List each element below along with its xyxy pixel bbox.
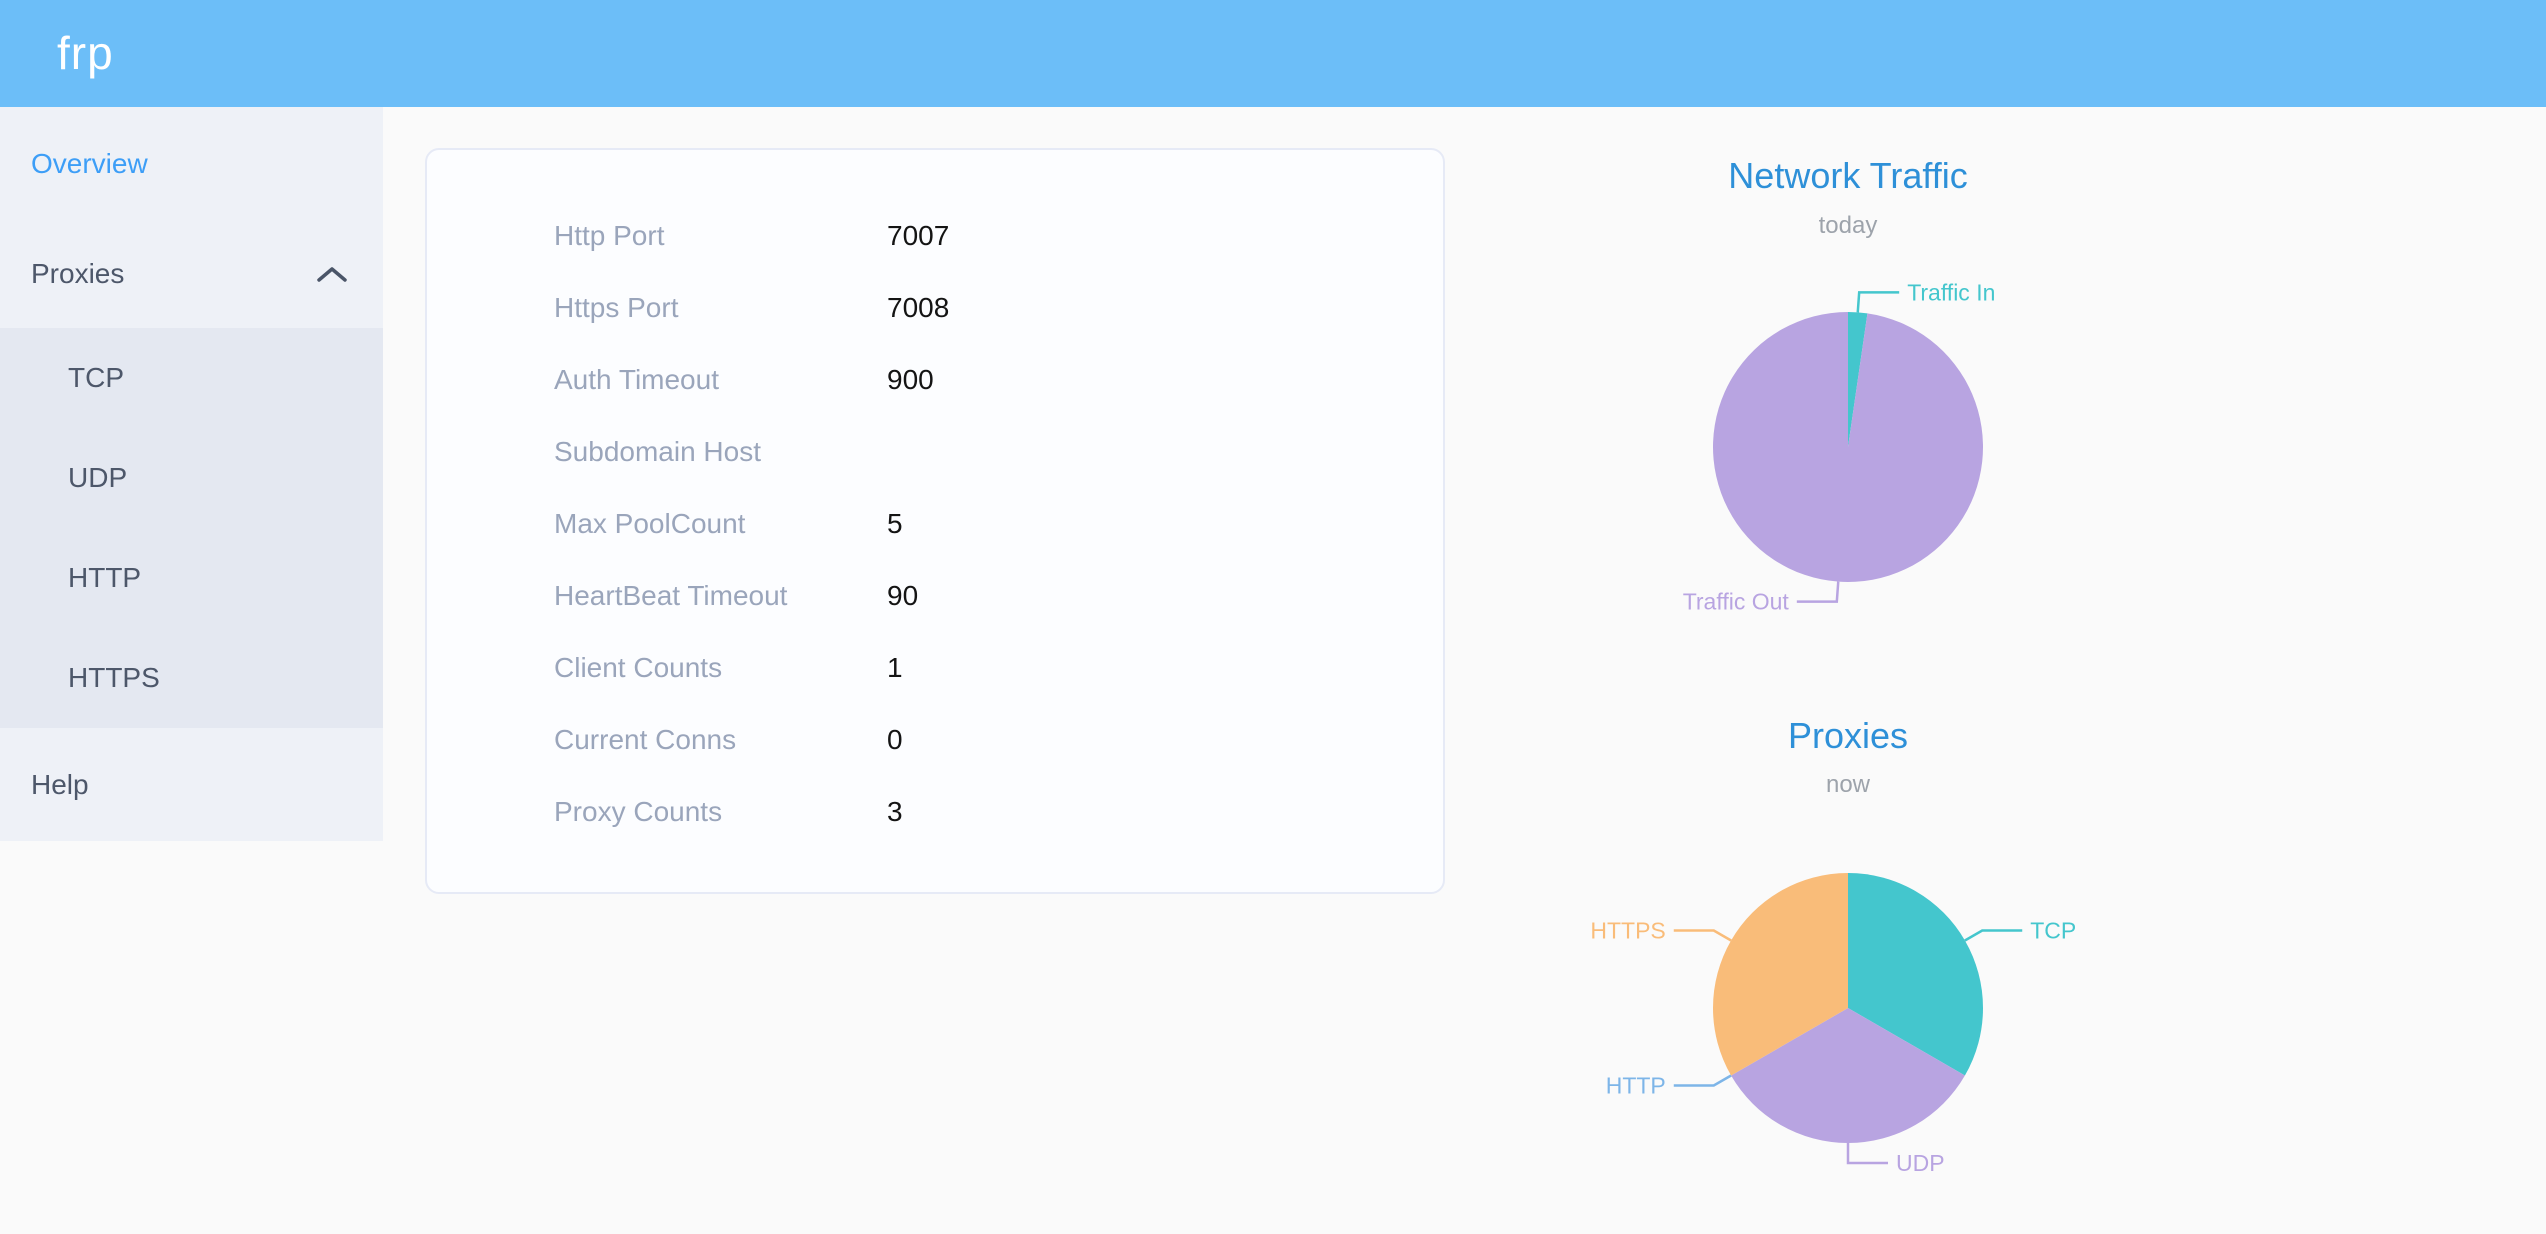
config-row: Client Counts 1 bbox=[427, 632, 1443, 704]
pie-slice-traffic-in[interactable] bbox=[1848, 312, 1868, 447]
sidebar-item-label: Overview bbox=[31, 147, 148, 179]
config-row: Subdomain Host bbox=[427, 416, 1443, 488]
pie-slice-tcp[interactable] bbox=[1848, 873, 1984, 1076]
pie-label-http: HTTP bbox=[1606, 1073, 1666, 1099]
pie-slice-traffic-out[interactable] bbox=[1713, 312, 1983, 582]
pie-slice-https[interactable] bbox=[1712, 873, 1848, 1076]
server-info-card: Http Port 7007 Https Port 7008 Auth Time… bbox=[425, 148, 1445, 894]
sidebar-item-label: Proxies bbox=[31, 258, 125, 289]
config-value: 7007 bbox=[887, 220, 950, 251]
pie-label-line-udp bbox=[1846, 1143, 1888, 1165]
sidebar-item-http[interactable]: HTTP bbox=[0, 528, 383, 628]
config-label: Https Port bbox=[554, 292, 679, 323]
sidebar-item-label: Help bbox=[31, 768, 89, 800]
pie-label-udp: UDP bbox=[1896, 1150, 1945, 1176]
pie-label-traffic-in: Traffic In bbox=[1907, 279, 1995, 305]
config-row: Max PoolCount 5 bbox=[427, 488, 1443, 560]
server-info-rows: Http Port 7007 Https Port 7008 Auth Time… bbox=[427, 200, 1443, 848]
config-label: Proxy Counts bbox=[554, 796, 723, 827]
config-value: 0 bbox=[887, 724, 903, 755]
app-logo: frp bbox=[57, 27, 114, 79]
network-traffic-pie-chart[interactable]: Traffic In Traffic Out bbox=[1458, 250, 2238, 670]
pie-label-line-https bbox=[1673, 929, 1732, 942]
config-row: Auth Timeout 900 bbox=[427, 344, 1443, 416]
pie-label-tcp: TCP bbox=[2030, 918, 2076, 944]
sidebar-item-udp[interactable]: UDP bbox=[0, 428, 383, 528]
config-label: HeartBeat Timeout bbox=[554, 580, 788, 611]
config-value: 3 bbox=[887, 796, 903, 827]
config-row: Https Port 7008 bbox=[427, 272, 1443, 344]
pie-label-traffic-out: Traffic Out bbox=[1683, 589, 1790, 615]
sidebar: Overview Proxies TCP UDP HTTP HTTPS Help bbox=[0, 107, 383, 841]
config-label: Max PoolCount bbox=[554, 508, 746, 539]
config-label: Current Conns bbox=[554, 724, 737, 755]
chart-title-network-traffic: Network Traffic bbox=[1728, 155, 1968, 196]
pie-label-https: HTTPS bbox=[1590, 918, 1665, 944]
pie-label-line-tcp bbox=[1964, 929, 2023, 942]
app-header: frp bbox=[0, 0, 2546, 107]
sidebar-item-label: HTTPS bbox=[68, 662, 160, 693]
chart-subtitle-now: now bbox=[1825, 771, 1871, 798]
pie-slice-udp[interactable] bbox=[1731, 1008, 1965, 1144]
chart-subtitle-today: today bbox=[1818, 212, 1878, 239]
sidebar-item-proxies[interactable]: Proxies bbox=[0, 220, 383, 328]
sidebar-submenu-proxies: TCP UDP HTTP HTTPS bbox=[0, 328, 383, 728]
sidebar-item-tcp[interactable]: TCP bbox=[0, 328, 383, 428]
config-row: Proxy Counts 3 bbox=[427, 776, 1443, 848]
sidebar-item-help[interactable]: Help bbox=[0, 728, 383, 841]
config-value: 1 bbox=[887, 652, 903, 683]
config-label: Http Port bbox=[554, 220, 665, 251]
chart-title-proxies: Proxies bbox=[1787, 715, 1909, 756]
pie-label-line-traffic-in bbox=[1856, 291, 1900, 313]
sidebar-item-overview[interactable]: Overview bbox=[0, 107, 383, 220]
config-row: Current Conns 0 bbox=[427, 704, 1443, 776]
sidebar-item-label: HTTP bbox=[68, 562, 142, 593]
sidebar-item-label: UDP bbox=[68, 462, 128, 493]
config-row: HeartBeat Timeout 90 bbox=[427, 560, 1443, 632]
proxies-pie-chart[interactable]: TCP UDP HTTP HTTPS bbox=[1458, 830, 2238, 1230]
pie-label-line-http bbox=[1673, 1074, 1732, 1087]
config-label: Auth Timeout bbox=[554, 364, 719, 395]
sidebar-item-https[interactable]: HTTPS bbox=[0, 628, 383, 728]
chevron-up-icon bbox=[317, 267, 347, 282]
config-value: 90 bbox=[887, 580, 919, 611]
config-value: 900 bbox=[887, 364, 934, 395]
pie-label-line-traffic-out bbox=[1796, 581, 1840, 603]
config-label: Subdomain Host bbox=[554, 436, 762, 467]
config-value: 5 bbox=[887, 508, 903, 539]
sidebar-item-label: TCP bbox=[68, 362, 124, 393]
config-row: Http Port 7007 bbox=[427, 200, 1443, 272]
config-label: Client Counts bbox=[554, 652, 723, 683]
config-value: 7008 bbox=[887, 292, 950, 323]
